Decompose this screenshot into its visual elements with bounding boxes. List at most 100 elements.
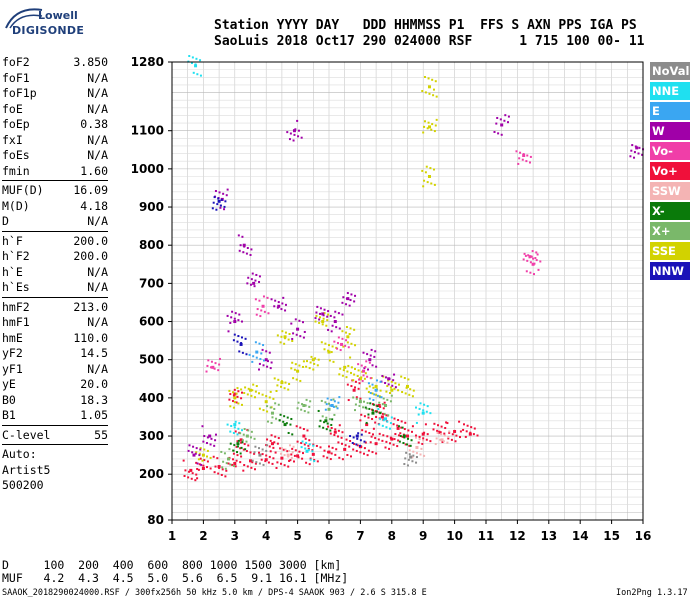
- data-point-cluster: [266, 296, 269, 299]
- data-point-cluster: [455, 434, 458, 437]
- logo-product: DIGISONDE: [12, 24, 85, 37]
- data-point-cluster: [323, 312, 326, 315]
- data-point-cluster: [340, 343, 343, 346]
- data-point-cluster: [528, 256, 531, 259]
- data-point-cluster: [308, 367, 311, 370]
- data-point: [358, 377, 362, 381]
- data-point: [217, 199, 221, 203]
- data-point-cluster: [269, 450, 272, 453]
- data-point-cluster: [236, 395, 239, 398]
- data-point-cluster: [224, 200, 227, 203]
- data-point-cluster: [254, 396, 256, 399]
- data-point-cluster: [263, 310, 266, 313]
- data-point-cluster: [202, 454, 205, 457]
- data-point-cluster: [291, 361, 294, 364]
- data-point-cluster: [328, 445, 330, 448]
- data-point-cluster: [403, 377, 406, 380]
- data-point-cluster: [284, 331, 287, 334]
- data-point-cluster: [222, 460, 225, 463]
- data-point-cluster: [195, 473, 198, 476]
- data-point: [280, 381, 284, 385]
- data-point-cluster: [345, 438, 348, 441]
- data-point-cluster: [237, 402, 240, 405]
- data-point-cluster: [442, 440, 445, 443]
- data-point-cluster: [360, 376, 363, 379]
- data-point-cluster: [436, 431, 439, 434]
- digisonde-logo-icon: [4, 4, 44, 34]
- data-point-cluster: [378, 401, 381, 404]
- data-point-cluster: [464, 435, 467, 438]
- data-point-cluster: [296, 119, 299, 122]
- data-point-cluster: [426, 433, 429, 436]
- data-point-cluster: [347, 399, 350, 402]
- data-point-cluster: [248, 353, 251, 356]
- data-point-cluster: [532, 257, 535, 260]
- param-row: foF2 3.850: [2, 55, 108, 71]
- data-point-cluster: [293, 454, 296, 457]
- data-point-cluster: [295, 425, 298, 428]
- data-point-cluster: [374, 421, 377, 424]
- data-point-cluster: [518, 157, 521, 160]
- data-point-cluster: [311, 450, 314, 453]
- data-point: [368, 358, 372, 362]
- param-name: D: [2, 214, 9, 228]
- data-point-cluster: [195, 447, 198, 450]
- data-point-cluster: [495, 122, 498, 125]
- data-point-cluster: [319, 316, 322, 319]
- param-name: fmin: [2, 163, 30, 178]
- data-point-cluster: [288, 444, 291, 447]
- data-point-cluster: [420, 447, 423, 450]
- data-point: [227, 457, 231, 461]
- data-point-cluster: [236, 451, 239, 454]
- data-point-cluster: [378, 423, 381, 426]
- data-point-cluster: [240, 388, 243, 391]
- data-point-cluster: [218, 466, 221, 469]
- data-point-cluster: [292, 332, 295, 335]
- data-point-cluster: [366, 353, 369, 356]
- data-point: [365, 423, 369, 427]
- data-point-cluster: [294, 128, 297, 131]
- data-point-cluster: [280, 308, 283, 311]
- data-point-cluster: [356, 437, 359, 440]
- data-point-cluster: [227, 462, 230, 465]
- data-point-cluster: [331, 324, 334, 327]
- data-point-cluster: [369, 354, 372, 357]
- data-point-cluster: [419, 402, 422, 405]
- data-point-cluster: [291, 340, 294, 342]
- param-value: 1.60: [80, 163, 108, 178]
- data-point-cluster: [284, 309, 287, 312]
- param-value: N/A: [87, 264, 108, 279]
- data-point-cluster: [334, 428, 337, 431]
- data-point-cluster: [286, 450, 289, 453]
- data-point-cluster: [633, 151, 636, 154]
- data-point-cluster: [327, 349, 330, 352]
- data-point-cluster: [350, 455, 352, 458]
- param-row: B0 18.3: [2, 393, 108, 409]
- data-point-cluster: [421, 169, 424, 172]
- data-point-cluster: [336, 407, 339, 410]
- data-point-cluster: [269, 390, 272, 393]
- data-point-cluster: [367, 382, 370, 385]
- param-value: 200.0: [73, 249, 108, 263]
- params-group-2: MUF(D) 16.09 M(D) 4.18 D N/A: [2, 183, 108, 230]
- data-point-cluster: [184, 469, 187, 472]
- data-point-cluster: [268, 455, 271, 458]
- data-point-cluster: [354, 367, 356, 370]
- data-point-cluster: [270, 434, 273, 437]
- data-point-cluster: [363, 440, 366, 443]
- data-point: [635, 146, 639, 150]
- data-point-cluster: [397, 389, 400, 392]
- data-point-cluster: [286, 131, 289, 134]
- data-point-cluster: [351, 442, 354, 445]
- data-point-cluster: [432, 168, 435, 171]
- data-point-cluster: [191, 472, 194, 475]
- data-point-cluster: [300, 136, 303, 139]
- data-point-cluster: [213, 196, 216, 199]
- data-point-cluster: [330, 398, 333, 401]
- data-point-cluster: [408, 453, 411, 456]
- data-point: [201, 466, 205, 470]
- data-point-cluster: [220, 473, 223, 476]
- data-point-cluster: [300, 446, 303, 449]
- data-point-cluster: [408, 449, 411, 452]
- data-point-cluster: [302, 321, 304, 324]
